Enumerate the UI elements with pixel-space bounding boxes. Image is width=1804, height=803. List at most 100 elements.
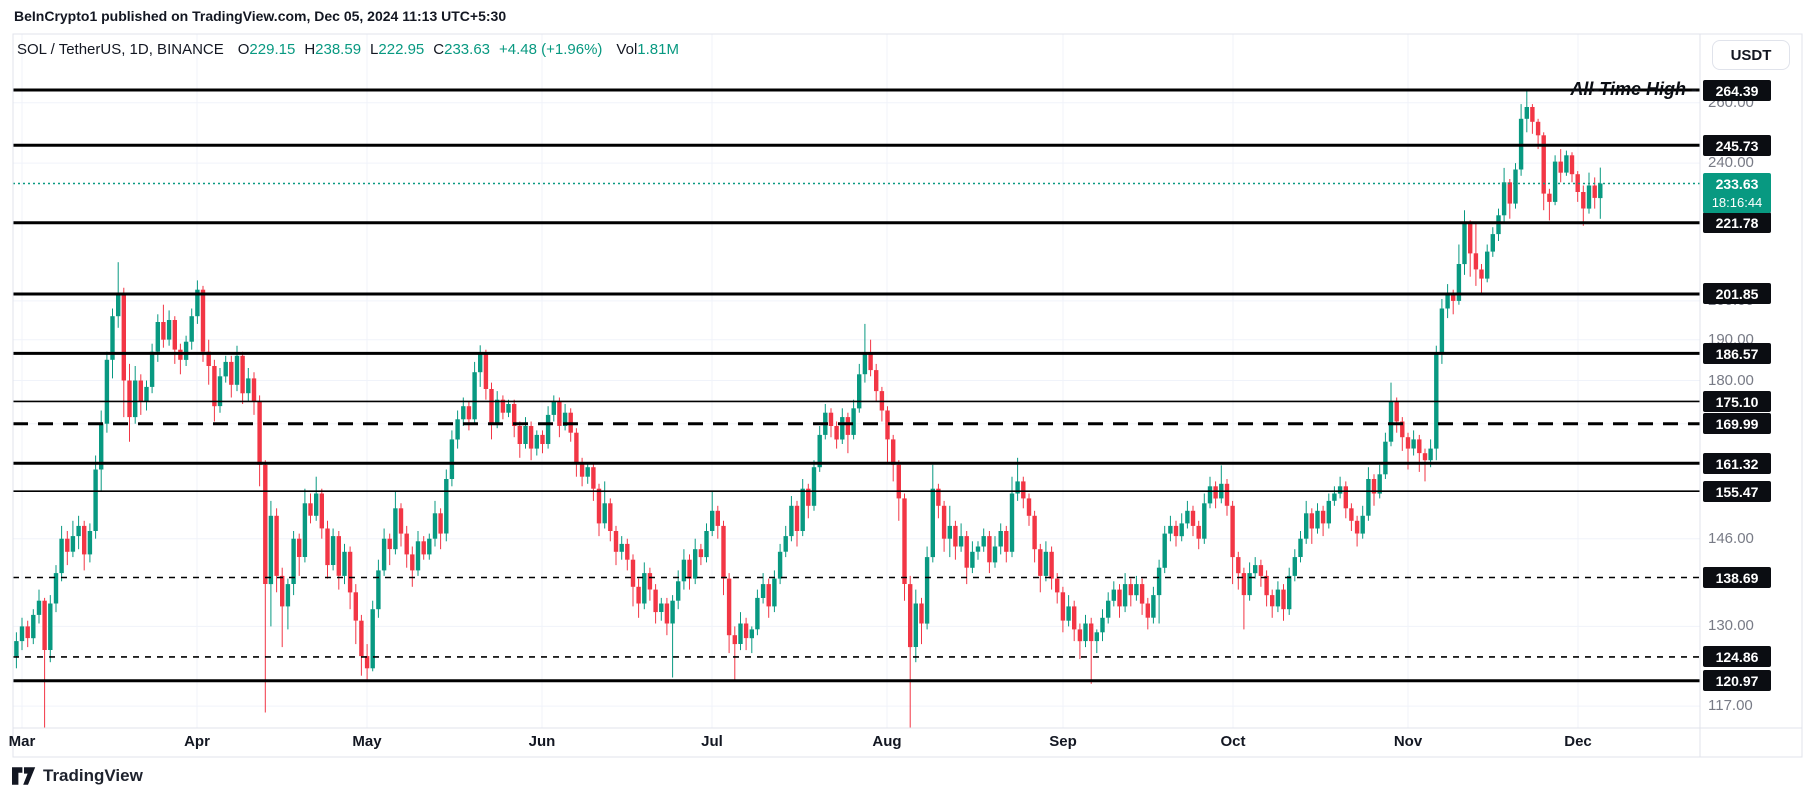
current-price-value: 233.63 (1715, 176, 1759, 192)
candle-body (1253, 565, 1258, 574)
level-badge-221.78: 221.78 (1703, 212, 1771, 233)
candle-body (444, 479, 449, 534)
candle-body (987, 536, 992, 563)
candle-body (1128, 584, 1133, 596)
candle-body (998, 531, 1003, 547)
candle-body (393, 508, 398, 550)
candle-body (1060, 592, 1066, 621)
candle-body (240, 355, 245, 394)
candle-body (1377, 474, 1382, 494)
month-label-Sep: Sep (1049, 733, 1077, 750)
candle-body (766, 584, 771, 607)
candle-body (449, 439, 455, 479)
candle-body (138, 380, 143, 402)
candle-body (545, 414, 551, 444)
candle-body (1592, 185, 1597, 198)
candle-body (540, 434, 545, 444)
candle-body (268, 515, 274, 585)
candle-body (19, 626, 25, 642)
candle-body (676, 581, 681, 601)
candle-body (234, 355, 240, 385)
candle-body (1162, 533, 1167, 568)
tradingview-logo[interactable]: TradingView (12, 766, 143, 786)
chart-legend: SOL / TetherUS, 1D, BINANCE O229.15 H238.5… (17, 41, 679, 58)
candle-body (975, 546, 981, 552)
candle-body (364, 656, 370, 669)
candle-body (483, 353, 489, 389)
candle-body (489, 389, 494, 424)
candle-body (1173, 525, 1179, 537)
candle-body (195, 289, 200, 317)
candle-body (1428, 448, 1433, 461)
chart-frame (12, 33, 1803, 758)
candle-body (970, 551, 975, 568)
candle-body (59, 538, 64, 574)
candle-body (1394, 401, 1399, 422)
candle-body (591, 467, 596, 489)
candle-body (828, 412, 834, 426)
candle-body (1451, 293, 1456, 301)
candle-body (280, 575, 285, 607)
candle-body (291, 538, 296, 584)
candle-body (455, 419, 460, 440)
all-time-high-annotation: All-Time High - (1570, 79, 1697, 99)
candle-body (121, 293, 126, 381)
candle-body (206, 351, 211, 366)
tradingview-mark-icon (12, 767, 36, 785)
candle-body (65, 538, 70, 552)
candle-body (48, 603, 53, 650)
candle-body (1507, 182, 1512, 204)
candle-body (732, 635, 737, 645)
candle-body (1513, 169, 1518, 204)
candle-body (777, 551, 783, 579)
low-value: 222.95 (378, 41, 425, 58)
change-value: +4.48 (+1.96%) (499, 41, 603, 58)
candle-body (1315, 510, 1320, 529)
candle-body (116, 293, 121, 317)
candle-body (1535, 121, 1541, 136)
candle-body (1049, 551, 1054, 579)
candle-body (1190, 510, 1196, 526)
candle-body (687, 559, 692, 579)
candle-body (1445, 293, 1450, 309)
price-tick-130.00: 130.00 (1708, 617, 1754, 634)
month-label-Dec: Dec (1564, 733, 1592, 750)
candle-body (1009, 493, 1015, 552)
candle-body (217, 376, 223, 407)
candle-body (1026, 498, 1032, 516)
candle-body (834, 426, 839, 440)
candle-body (851, 408, 856, 435)
candle-body (1156, 567, 1162, 596)
candle-body (1275, 589, 1281, 607)
level-badge-155.47: 155.47 (1703, 481, 1771, 502)
candle-body (958, 536, 964, 547)
month-label-Nov: Nov (1393, 733, 1423, 750)
candle-body (200, 289, 206, 352)
symbol-title[interactable]: SOL / TetherUS, 1D, BINANCE (17, 41, 224, 58)
candle-body (512, 404, 517, 426)
candle-body (415, 541, 421, 571)
candle-body (1207, 486, 1213, 504)
candle-body (579, 462, 585, 477)
month-label-Jul: Jul (701, 733, 723, 750)
candle-body (325, 528, 330, 566)
candle-body (670, 600, 675, 624)
level-badge-161.32: 161.32 (1703, 453, 1771, 474)
candle-body (223, 361, 228, 377)
candle-body (1258, 565, 1264, 576)
close-label: C (433, 41, 445, 58)
candle-body (642, 573, 647, 604)
candle-body (495, 399, 500, 424)
candle-body (14, 641, 19, 657)
candle-body (302, 503, 308, 557)
candle-body (144, 386, 149, 402)
high-value: 238.59 (315, 41, 362, 58)
high-label: H (304, 41, 316, 58)
level-badge-120.97: 120.97 (1703, 670, 1771, 691)
candle-body (896, 464, 901, 499)
candle-body (1468, 223, 1473, 254)
currency-toggle-button[interactable]: USDT (1712, 40, 1790, 70)
candle-body (1224, 483, 1230, 506)
candle-body (800, 488, 805, 531)
